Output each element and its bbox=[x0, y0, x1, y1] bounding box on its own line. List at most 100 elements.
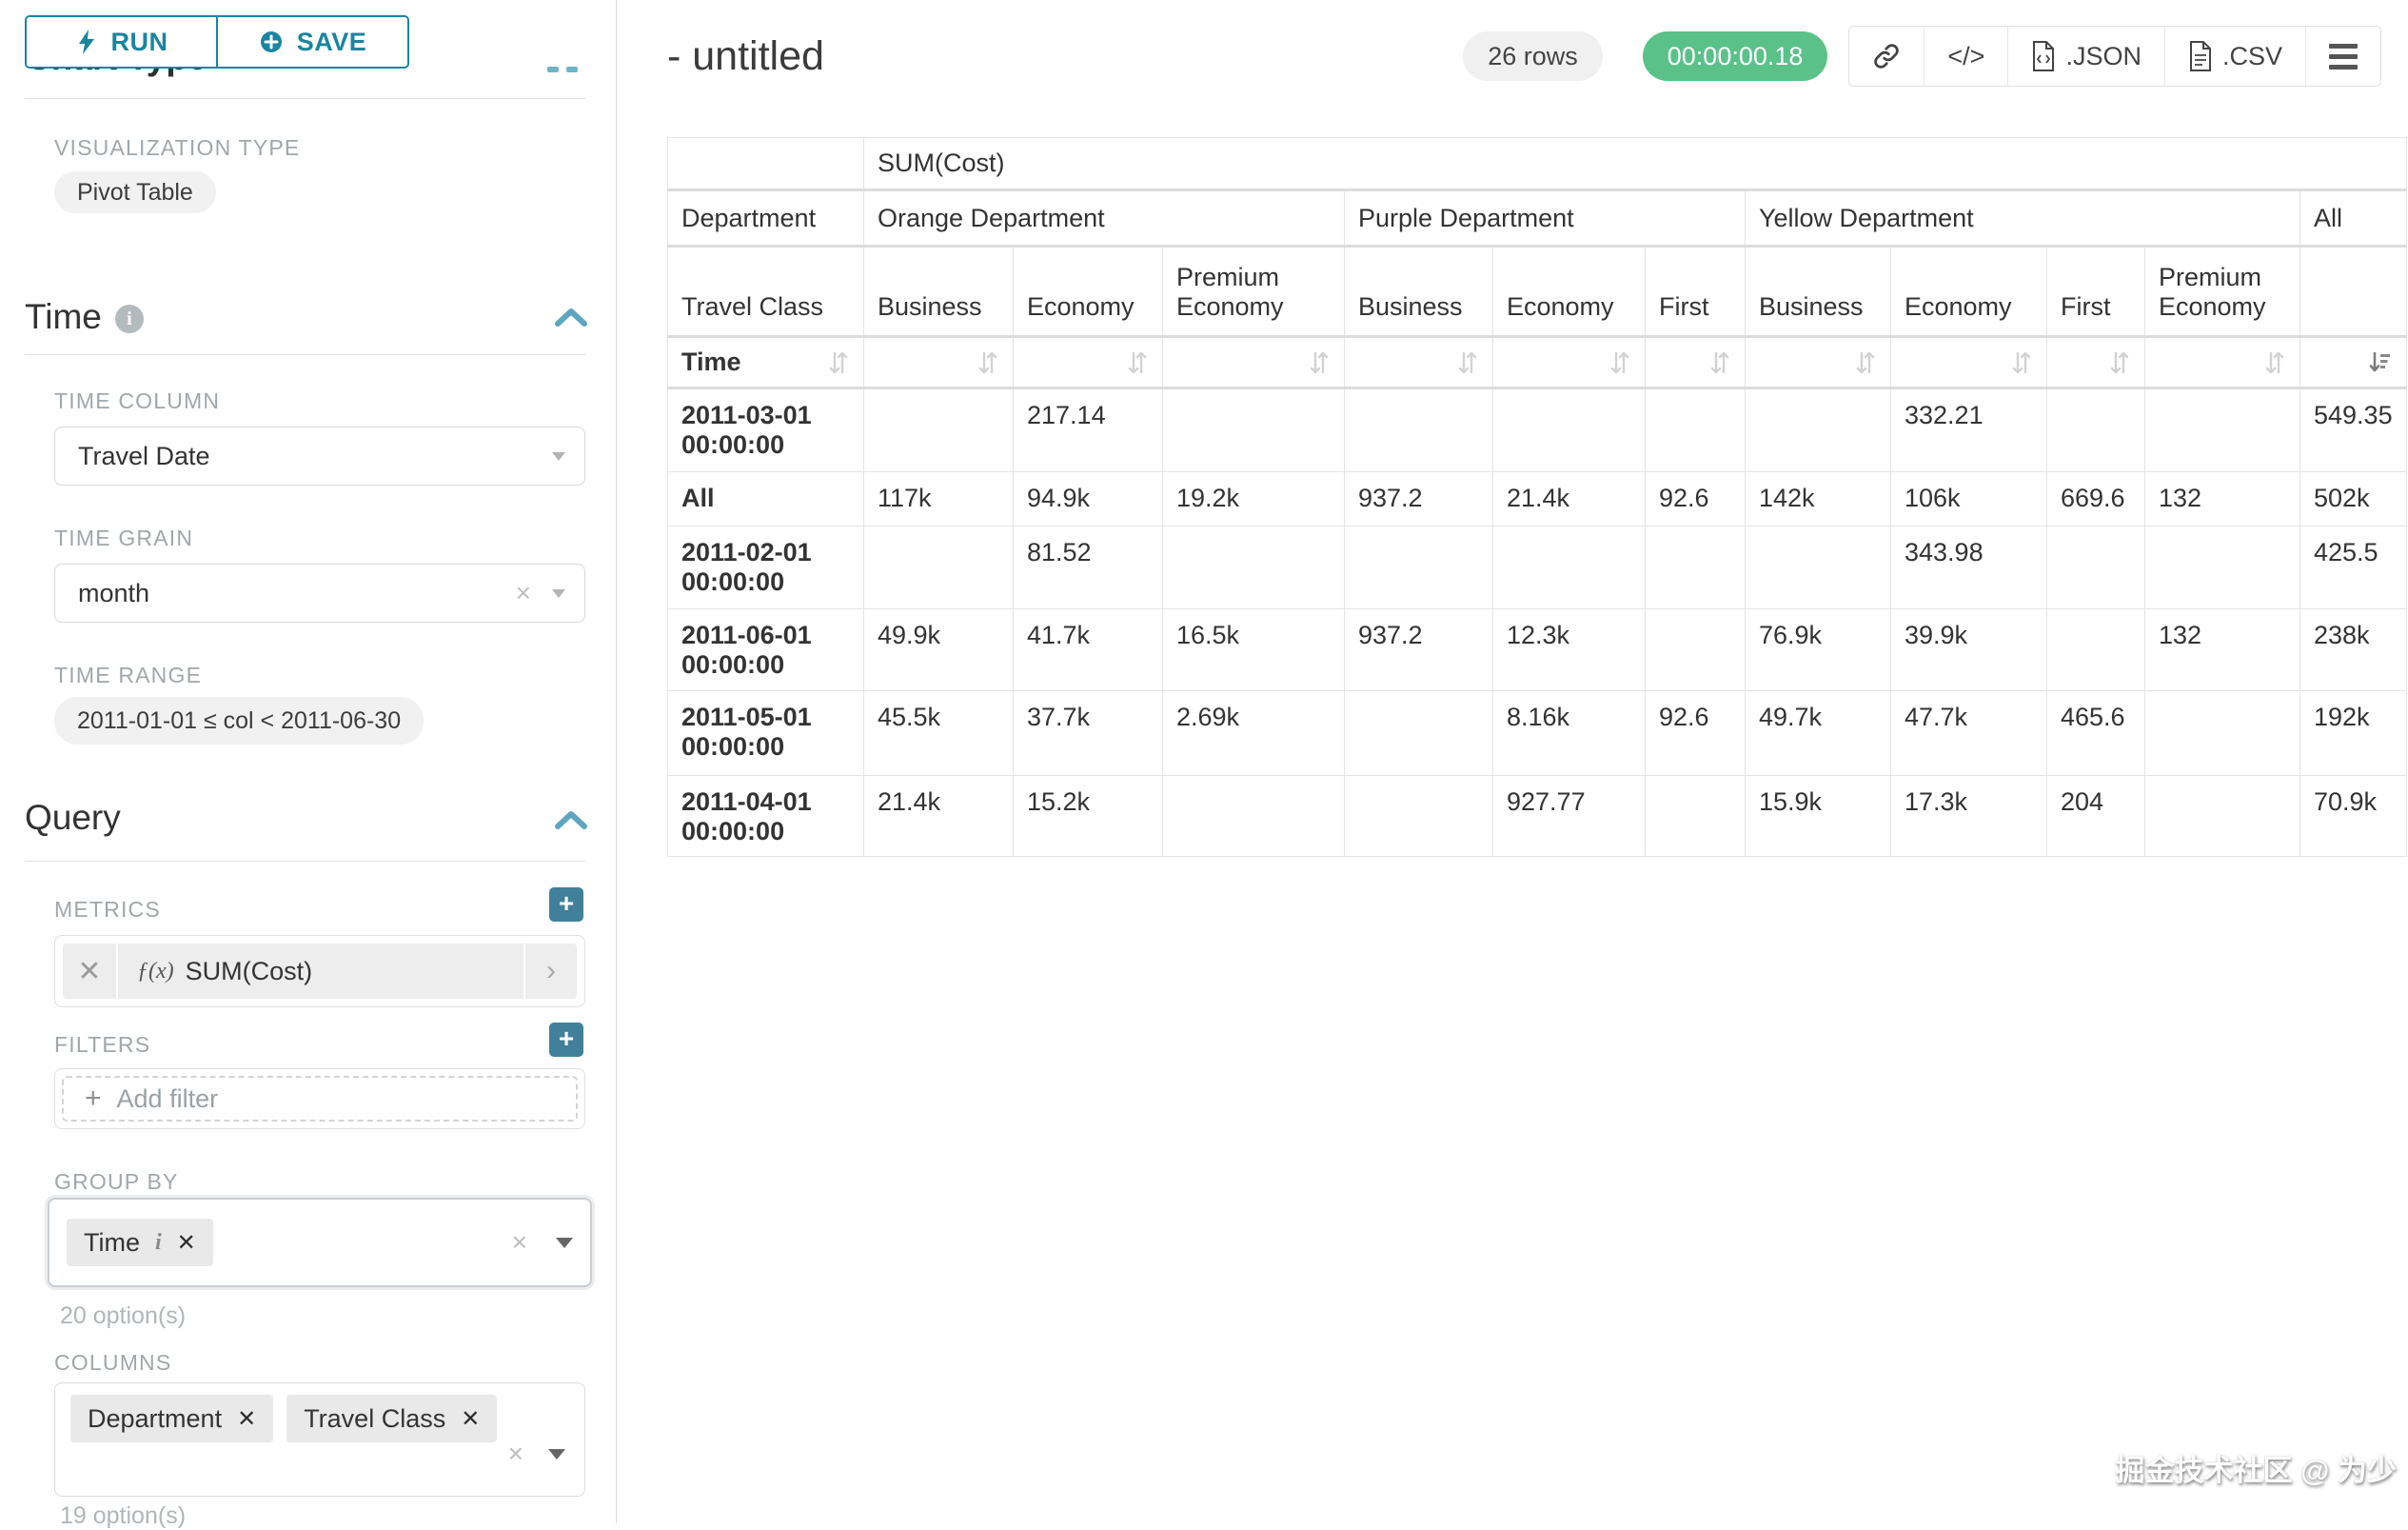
clear-icon[interactable]: × bbox=[512, 1227, 527, 1258]
pivot-value-cell: 117k bbox=[864, 472, 1014, 527]
time-grain-select[interactable]: month × bbox=[54, 564, 585, 623]
pivot-group-header[interactable]: Purple Department bbox=[1345, 190, 1746, 247]
chip-label: Department bbox=[88, 1404, 222, 1434]
remove-chip-icon[interactable]: ✕ bbox=[461, 1405, 480, 1433]
chevron-up-icon[interactable] bbox=[550, 805, 592, 834]
pivot-class-header bbox=[2300, 247, 2407, 337]
sort-updown-icon[interactable] bbox=[1456, 350, 1479, 375]
pivot-sort-cell bbox=[2047, 337, 2145, 388]
sort-updown-icon[interactable] bbox=[827, 350, 850, 375]
chevron-down-icon bbox=[552, 589, 565, 598]
scrolled-content-fragment bbox=[547, 67, 559, 72]
sort-updown-icon[interactable] bbox=[1708, 350, 1731, 375]
pivot-value-cell bbox=[1345, 388, 1493, 472]
pivot-class-header[interactable]: Business bbox=[1345, 247, 1493, 337]
run-button[interactable]: RUN bbox=[25, 15, 217, 69]
copy-link-button[interactable] bbox=[1849, 27, 1924, 86]
view-query-button[interactable]: </> bbox=[1924, 27, 2007, 86]
chart-panel: - untitled 26 rows 00:00:00.18 </> .JSON bbox=[618, 0, 2408, 1523]
clear-icon[interactable]: × bbox=[516, 578, 531, 608]
export-toolbar: </> .JSON .CSV bbox=[1848, 26, 2381, 87]
pivot-class-header[interactable]: Premium Economy bbox=[1163, 247, 1345, 337]
info-icon: i bbox=[155, 1230, 162, 1256]
pivot-value-cell bbox=[2145, 527, 2300, 609]
filters-label: FILTERS bbox=[54, 1032, 150, 1058]
chevron-up-icon[interactable] bbox=[550, 303, 592, 331]
chevron-right-icon[interactable]: › bbox=[523, 944, 577, 999]
pivot-sort-cell bbox=[1163, 337, 1345, 388]
time-column-select[interactable]: Travel Date bbox=[54, 427, 585, 486]
pivot-class-header[interactable]: Economy bbox=[1493, 247, 1646, 337]
pivot-sort-cell bbox=[2145, 337, 2300, 388]
add-filter-button[interactable]: + Add filter bbox=[62, 1076, 578, 1122]
clear-icon[interactable]: × bbox=[508, 1439, 523, 1469]
columns-chip-travel-class[interactable]: Travel Class ✕ bbox=[286, 1395, 497, 1442]
sort-updown-icon[interactable] bbox=[2263, 350, 2286, 375]
remove-chip-icon[interactable]: ✕ bbox=[177, 1229, 196, 1257]
columns-select[interactable]: Department ✕ Travel Class ✕ × bbox=[54, 1382, 585, 1497]
sort-updown-icon[interactable] bbox=[977, 350, 999, 375]
pivot-value-cell: 19.2k bbox=[1163, 472, 1345, 527]
pivot-value-cell bbox=[2145, 388, 2300, 472]
sort-updown-icon[interactable] bbox=[1126, 350, 1149, 375]
remove-chip-icon[interactable]: ✕ bbox=[237, 1405, 256, 1433]
pivot-class-header[interactable]: Business bbox=[1746, 247, 1891, 337]
pivot-value-cell: 15.9k bbox=[1746, 776, 1891, 857]
sort-updown-icon[interactable] bbox=[1854, 350, 1877, 375]
pivot-group-header[interactable]: Yellow Department bbox=[1746, 190, 2300, 247]
pivot-value-cell: 16.5k bbox=[1163, 609, 1345, 691]
pivot-value-cell: 106k bbox=[1891, 472, 2047, 527]
visualization-type-pill[interactable]: Pivot Table bbox=[54, 171, 216, 213]
pivot-col-dimension-label: Department bbox=[668, 190, 864, 247]
pivot-class-header[interactable]: First bbox=[2047, 247, 2145, 337]
add-metric-button[interactable]: + bbox=[549, 887, 583, 922]
export-csv-button[interactable]: .CSV bbox=[2164, 27, 2305, 86]
pivot-group-header[interactable]: Orange Department bbox=[864, 190, 1345, 247]
sort-updown-icon[interactable] bbox=[2108, 350, 2131, 375]
pivot-class-header[interactable]: Business bbox=[864, 247, 1014, 337]
pivot-value-cell: 94.9k bbox=[1014, 472, 1163, 527]
pivot-class-header[interactable]: First bbox=[1646, 247, 1746, 337]
lightning-icon bbox=[75, 29, 98, 55]
pivot-value-cell: 192k bbox=[2300, 691, 2407, 776]
pivot-sort-cell bbox=[1746, 337, 1891, 388]
chart-title[interactable]: - untitled bbox=[667, 33, 824, 80]
group-by-label: GROUP BY bbox=[54, 1169, 179, 1195]
pivot-value-cell bbox=[1345, 691, 1493, 776]
sort-updown-icon[interactable] bbox=[2010, 350, 2033, 375]
pivot-value-cell: 937.2 bbox=[1345, 609, 1493, 691]
time-grain-value: month bbox=[78, 579, 149, 608]
divider bbox=[25, 98, 585, 99]
save-button[interactable]: SAVE bbox=[217, 15, 409, 69]
pivot-class-header[interactable]: Premium Economy bbox=[2145, 247, 2300, 337]
remove-metric-icon[interactable]: ✕ bbox=[63, 944, 118, 999]
add-filter-plus-button[interactable]: + bbox=[549, 1023, 583, 1057]
pivot-value-cell: 927.77 bbox=[1493, 776, 1646, 857]
pivot-class-header[interactable]: Economy bbox=[1014, 247, 1163, 337]
pivot-value-cell: 92.6 bbox=[1646, 691, 1746, 776]
group-by-select[interactable]: Time i ✕ × bbox=[48, 1198, 592, 1287]
columns-chip-department[interactable]: Department ✕ bbox=[70, 1395, 273, 1442]
link-icon bbox=[1872, 42, 1901, 70]
export-json-button[interactable]: .JSON bbox=[2007, 27, 2164, 86]
menu-button[interactable] bbox=[2305, 27, 2380, 86]
time-range-pill[interactable]: 2011-01-01 ≤ col < 2011-06-30 bbox=[54, 697, 424, 745]
control-panel-sidebar: Chart Type RUN SAVE VISUALIZATION TYPE P… bbox=[0, 0, 617, 1523]
sort-updown-icon[interactable] bbox=[1308, 350, 1331, 375]
pivot-class-header[interactable]: Economy bbox=[1891, 247, 2047, 337]
pivot-value-cell: 21.4k bbox=[864, 776, 1014, 857]
pivot-row-label: 2011-03-01 00:00:00 bbox=[668, 388, 864, 472]
pivot-value-cell: 502k bbox=[2300, 472, 2407, 527]
metric-pill[interactable]: ✕ ƒ(x) SUM(Cost) › bbox=[63, 944, 577, 999]
pivot-value-cell: 204 bbox=[2047, 776, 2145, 857]
sort-updown-icon[interactable] bbox=[1609, 350, 1631, 375]
pivot-group-header[interactable]: All bbox=[2300, 190, 2407, 247]
pivot-value-cell: 12.3k bbox=[1493, 609, 1646, 691]
query-timer-badge: 00:00:00.18 bbox=[1643, 31, 1828, 81]
time-column-label: TIME COLUMN bbox=[54, 388, 220, 414]
sort-desc-icon[interactable] bbox=[2368, 350, 2393, 375]
group-by-chip[interactable]: Time i ✕ bbox=[67, 1219, 213, 1266]
pivot-row-label: 2011-05-01 00:00:00 bbox=[668, 691, 864, 776]
